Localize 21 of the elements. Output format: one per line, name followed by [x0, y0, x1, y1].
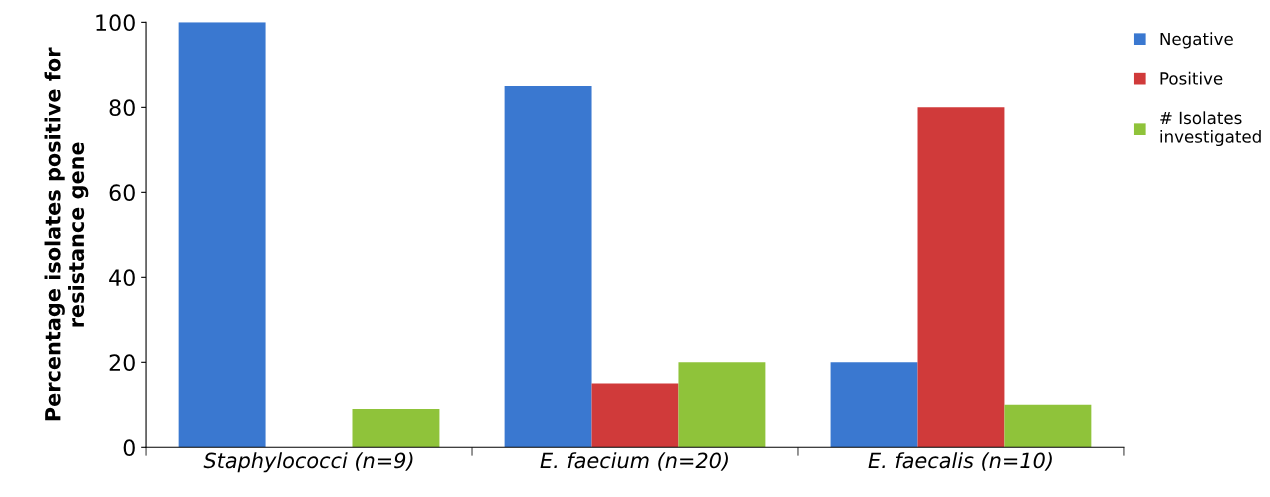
bar: [1004, 404, 1092, 448]
y-tick-label: 20: [109, 354, 135, 372]
x-tick-label: E. faecium (n=20): [540, 452, 728, 471]
x-tick-label: E. faecalis (n=10): [868, 452, 1052, 471]
y-tick-label: 40: [109, 269, 135, 287]
legend-label: Negative: [1160, 32, 1233, 49]
bar: [178, 22, 266, 448]
legend-label: Positive: [1160, 71, 1223, 85]
y-tick-label: 0: [123, 439, 135, 457]
bar: [830, 362, 918, 448]
y-tick-label: 60: [109, 184, 135, 202]
y-tick-label: 100: [96, 14, 135, 32]
y-axis-title: Percentage isolates positive for resistance gene: [44, 47, 89, 421]
legend-label: # Isolates investigated: [1160, 111, 1261, 147]
bar: [352, 409, 440, 448]
bar: [917, 107, 1005, 448]
bar: [591, 383, 679, 448]
y-tick-label: 80: [109, 99, 135, 117]
x-tick-label: Staphylococci (n=9): [203, 452, 413, 473]
bar: [504, 86, 592, 448]
bar: [678, 362, 766, 448]
